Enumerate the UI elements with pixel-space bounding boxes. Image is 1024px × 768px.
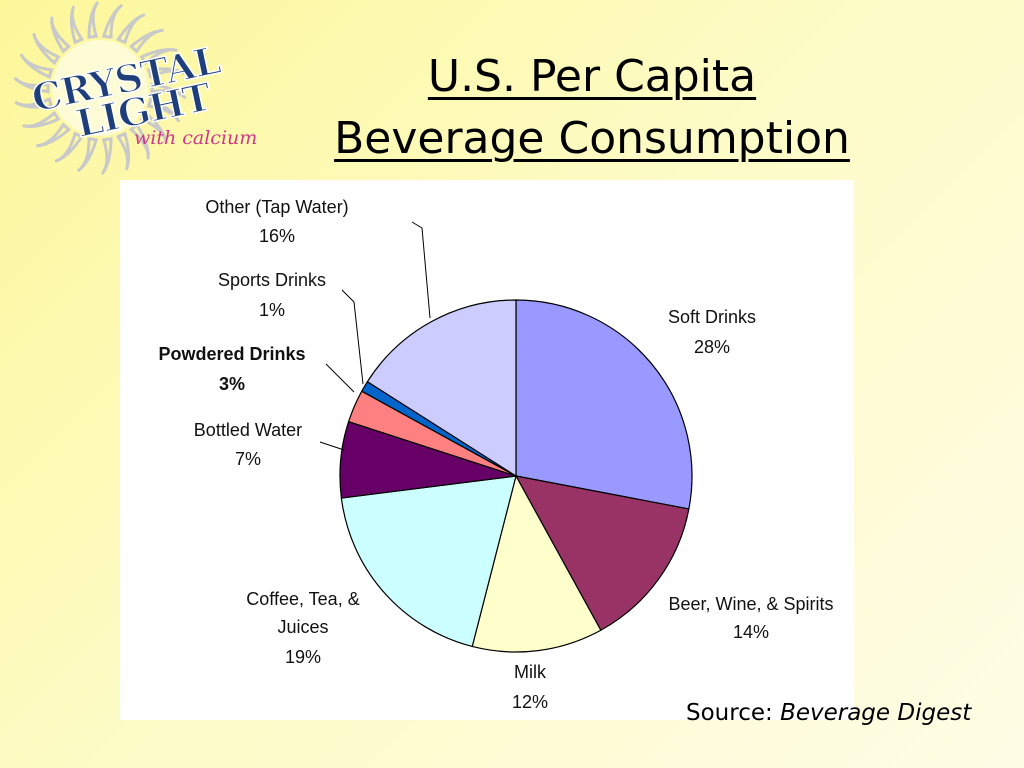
leader-line [325,363,355,393]
slice-name-label: Milk [514,662,547,682]
pie-slice-other-tap-water [366,299,517,478]
sun-ray [146,97,181,123]
slice-name-label: Coffee, Tea, & [246,589,359,609]
slice-value-label: 3% [219,374,245,394]
source-name: Beverage Digest [780,700,972,726]
pie-slice-beer-wine-spirits [514,475,690,632]
sun-ray [115,131,131,171]
crystal-light-logo: CRYSTAL LIGHT with calcium [13,1,257,175]
sun-ray [150,82,187,100]
logo-tagline: with calcium [134,127,257,149]
slice-value-label: 16% [259,226,295,246]
sun-ray [146,67,186,79]
source-note: Source: Beverage Digest [686,700,971,726]
sun-ray [50,16,72,54]
slice-name-label: Beer, Wine, & Spirits [668,594,833,614]
slice-name-label: Other (Tap Water) [205,197,348,217]
slice-value-label: 7% [235,449,261,469]
leader-line [341,289,364,385]
sun-ray [69,5,85,45]
sun-ray [100,137,113,175]
slice-value-label: 28% [694,337,730,357]
source-prefix: Source: [686,700,781,726]
sun-ray [36,122,72,148]
sun-ray [14,97,54,109]
sun-ray [87,1,100,39]
slice-name-label: Powdered Drinks [158,344,305,364]
leader-line [411,221,431,319]
sun-ray [139,48,178,66]
sun-core [52,40,148,136]
sun-ray [115,13,146,45]
sun-ray [101,3,124,39]
sun-ray [19,53,54,79]
pie-chart: Soft Drinks 28% Beer, Wine, & Spirits 14% Mi… [158,197,833,712]
slice-value-label: 14% [733,622,769,642]
slice-value-label: 1% [259,300,285,320]
slice-value-label: 12% [512,692,548,712]
slice-name-label: Sports Drinks [218,270,326,290]
sun-ray [22,110,61,128]
slice-name-label: Juices [277,617,328,637]
title-line-1: U.S. Per Capita [427,51,757,102]
slice-value-label: 19% [285,647,321,667]
title-line-2: Beverage Consumption [334,113,850,164]
slide-title: U.S. Per Capita Beverage Consumption [292,46,892,170]
pie-slice-milk [471,474,602,653]
sun-ray [32,32,61,66]
leader-line [319,441,345,451]
sun-ray [54,131,85,163]
sun-ray [128,122,150,160]
sun-ray [13,76,50,94]
chart-panel: Soft Drinks 28% Beer, Wine, & Spirits 14% Mi… [120,180,854,720]
pie-slice-coffee-tea-juices [340,475,517,648]
sun-ray [139,110,168,144]
sun-ray [128,28,164,54]
sunburst-icon [13,1,187,175]
slice-name-label: Soft Drinks [668,307,756,327]
pie-slice-soft-drinks [515,299,693,510]
sun-ray [76,137,99,173]
slice-name-label: Bottled Water [194,420,302,440]
